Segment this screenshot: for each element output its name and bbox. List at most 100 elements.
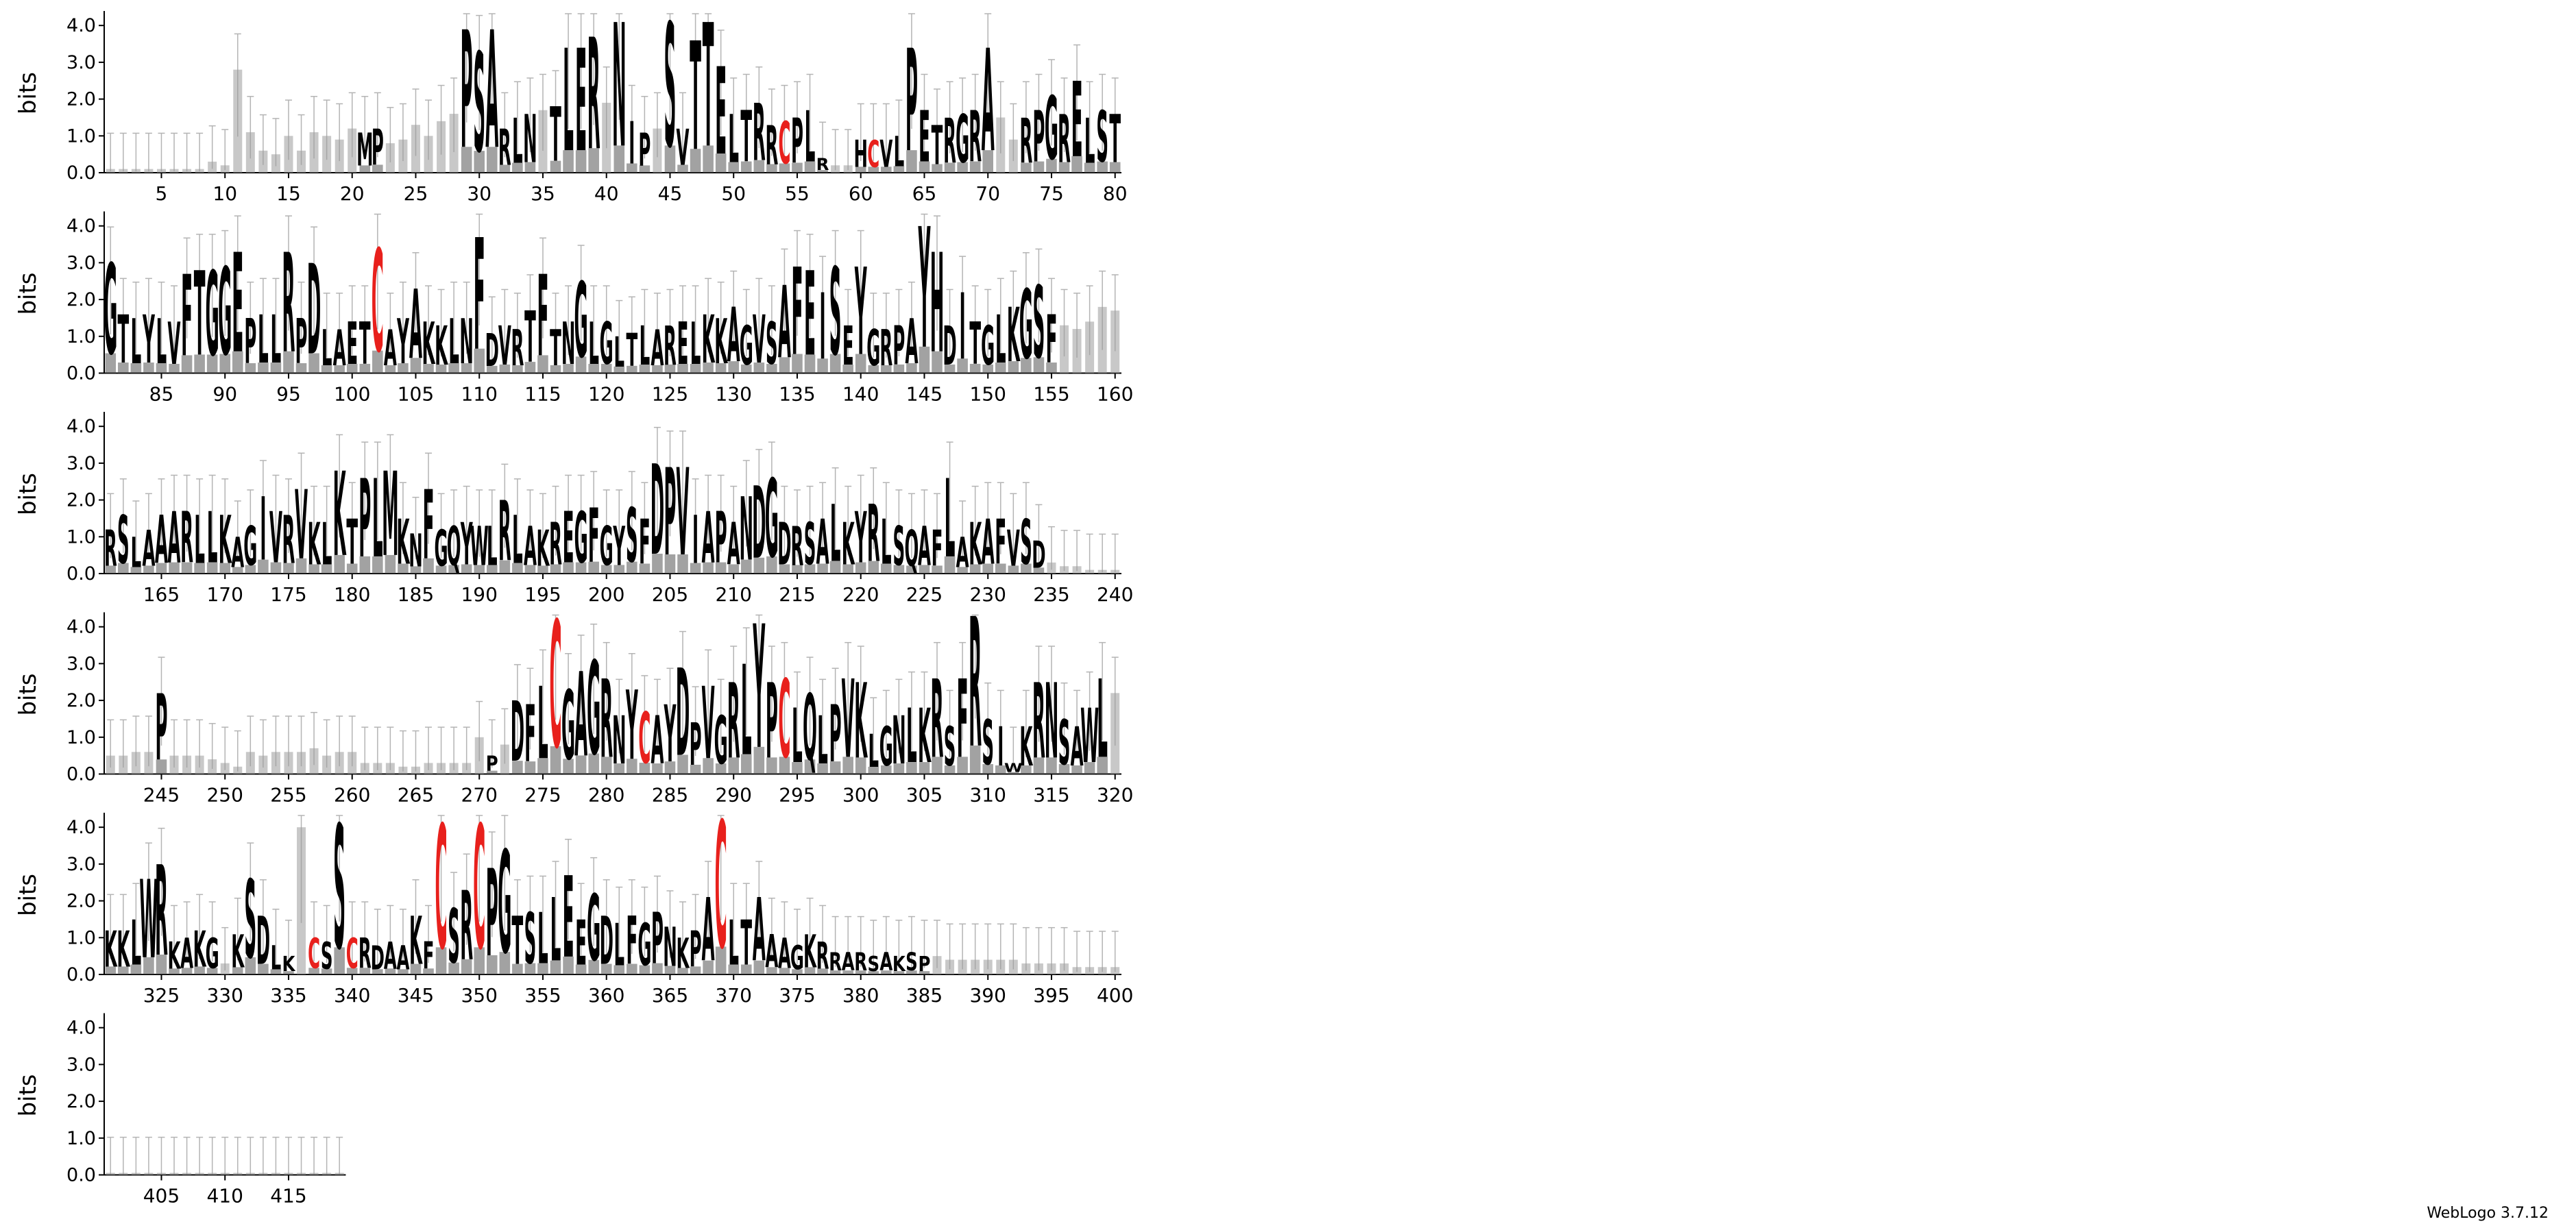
minor-letter-stack bbox=[1110, 310, 1120, 373]
minor-letter-stack bbox=[627, 163, 637, 173]
x-tick-label: 160 bbox=[1097, 383, 1133, 406]
minor-letter-stack bbox=[1021, 563, 1032, 574]
logo-letter-cys: C bbox=[435, 791, 448, 987]
logo-letter: R bbox=[282, 225, 295, 384]
minor-letter-stack bbox=[563, 562, 574, 574]
logo-letter: K bbox=[1019, 715, 1033, 778]
minor-letter-stack bbox=[766, 556, 777, 574]
x-tick-label: 35 bbox=[531, 182, 555, 205]
logo-letter: K bbox=[193, 920, 207, 978]
minor-letter-stack bbox=[868, 561, 879, 574]
minor-letter-stack bbox=[372, 556, 383, 574]
logo-letter: N bbox=[561, 310, 575, 378]
minor-letter-stack bbox=[893, 166, 905, 173]
minor-letter-stack bbox=[906, 150, 917, 173]
minor-letter-stack bbox=[309, 1172, 319, 1175]
minor-letter-stack bbox=[169, 169, 179, 173]
minor-letter-stack bbox=[182, 169, 192, 173]
minor-letter-stack bbox=[524, 963, 536, 974]
logo-letter: K bbox=[333, 449, 347, 583]
logo-letter: A bbox=[879, 948, 892, 977]
logo-letter: A bbox=[168, 498, 181, 580]
x-tick-label: 395 bbox=[1033, 984, 1069, 1007]
minor-letter-stack bbox=[271, 154, 280, 173]
logo-letter: Y bbox=[460, 511, 473, 578]
logo-letter: T bbox=[346, 506, 358, 578]
minor-letter-stack bbox=[144, 1172, 154, 1175]
minor-letter-stack bbox=[169, 363, 180, 373]
minor-letter-stack bbox=[385, 763, 395, 774]
minor-letter-stack bbox=[703, 960, 714, 974]
minor-letter-stack bbox=[220, 1172, 230, 1175]
logo-letter: A bbox=[333, 319, 346, 377]
minor-letter-stack bbox=[1072, 329, 1082, 373]
logo-letter-cys: C bbox=[473, 791, 485, 987]
minor-letter-stack bbox=[220, 963, 230, 974]
x-tick-label: 180 bbox=[334, 583, 370, 606]
logo-letter: T bbox=[932, 114, 943, 177]
logo-letter: T bbox=[626, 324, 637, 377]
minor-letter-stack bbox=[753, 557, 765, 574]
minor-letter-stack bbox=[537, 355, 548, 373]
logo-letter: L bbox=[588, 310, 599, 378]
minor-letter-stack bbox=[944, 162, 956, 173]
logo-letter: P bbox=[638, 123, 651, 176]
minor-letter-stack bbox=[512, 761, 523, 774]
minor-letter-stack bbox=[779, 564, 790, 574]
minor-letter-stack bbox=[1110, 693, 1120, 774]
minor-letter-stack bbox=[308, 968, 319, 974]
logo-letter: D bbox=[752, 467, 766, 581]
x-tick-label: 40 bbox=[594, 182, 619, 205]
minor-letter-stack bbox=[881, 365, 892, 373]
logo-letter: S bbox=[1020, 506, 1032, 578]
logo-letter: S bbox=[448, 894, 460, 981]
logo-letter: A bbox=[384, 319, 397, 377]
x-tick-label: 175 bbox=[270, 583, 306, 606]
x-tick-label: 5 bbox=[156, 182, 168, 205]
logo-letter: N bbox=[892, 702, 906, 779]
minor-letter-stack bbox=[779, 757, 790, 774]
minor-letter-stack bbox=[1021, 963, 1031, 974]
minor-letter-stack bbox=[664, 145, 676, 173]
y-tick-label: 1.0 bbox=[66, 125, 96, 147]
logo-letter-cys: C bbox=[308, 929, 320, 978]
logo-letter: S bbox=[1033, 267, 1045, 381]
minor-letter-stack bbox=[690, 966, 701, 974]
minor-letter-stack bbox=[499, 560, 511, 574]
logo-letter: L bbox=[1084, 105, 1095, 177]
x-tick-label: 285 bbox=[652, 784, 688, 807]
minor-letter-stack bbox=[855, 562, 866, 574]
minor-letter-stack bbox=[245, 1172, 255, 1175]
minor-letter-stack bbox=[893, 763, 905, 774]
logo-letter: V bbox=[269, 498, 282, 580]
minor-letter-stack bbox=[829, 761, 841, 774]
minor-letter-stack bbox=[919, 762, 930, 774]
logo-letter: K bbox=[231, 925, 245, 978]
minor-letter-stack bbox=[423, 968, 434, 974]
minor-letter-stack bbox=[690, 563, 701, 574]
logo-letter: A bbox=[524, 515, 537, 578]
logo-letter: T bbox=[194, 248, 206, 382]
minor-letter-stack bbox=[792, 354, 803, 373]
logo-letter: E bbox=[563, 498, 574, 580]
minor-letter-stack bbox=[297, 1172, 306, 1175]
x-tick-label: 95 bbox=[276, 383, 301, 406]
logo-letter: K bbox=[854, 663, 868, 782]
minor-letter-stack bbox=[537, 565, 548, 574]
minor-letter-stack bbox=[194, 966, 205, 974]
logo-letter: K bbox=[1007, 292, 1021, 379]
logo-letter: L bbox=[805, 97, 816, 179]
minor-letter-stack bbox=[563, 759, 574, 774]
logo-letter: L bbox=[792, 693, 803, 780]
logo-letter: R bbox=[460, 872, 473, 982]
x-tick-label: 350 bbox=[461, 984, 497, 1007]
logo-letter: R bbox=[727, 663, 740, 782]
minor-letter-stack bbox=[372, 969, 383, 974]
minor-letter-stack bbox=[969, 564, 981, 574]
minor-letter-stack bbox=[792, 162, 803, 173]
minor-letter-stack bbox=[359, 556, 371, 574]
logo-letter: K bbox=[842, 511, 855, 578]
logo-letter: G bbox=[435, 519, 448, 577]
minor-letter-stack bbox=[308, 353, 319, 373]
y-tick-label: 1.0 bbox=[66, 326, 96, 347]
